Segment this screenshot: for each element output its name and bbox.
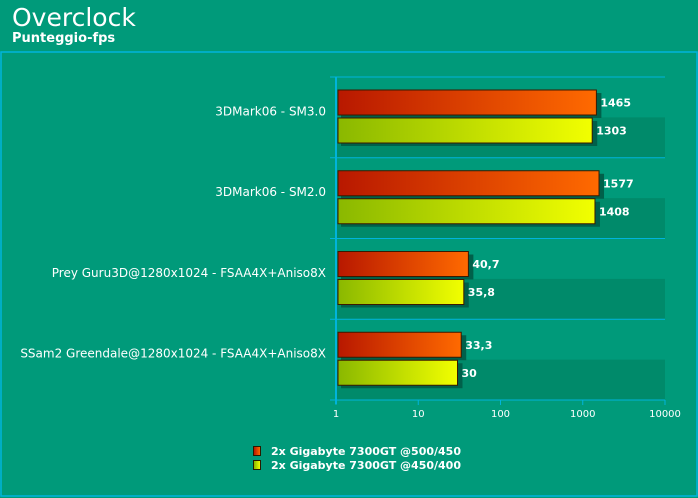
gridlines <box>330 76 665 401</box>
legend-swatch-series-2 <box>253 460 261 470</box>
legend-swatch-series-1 <box>253 446 261 456</box>
legend-label-series-1: 2x Gigabyte 7300GT @500/450 <box>271 444 461 458</box>
bar-series-1 <box>337 89 597 116</box>
x-axis: 1 10 100 1000 10000 <box>333 77 681 420</box>
bar-value-label: 40,7 <box>472 258 499 271</box>
bar-series-2 <box>337 198 596 225</box>
legend: 2x Gigabyte 7300GT @500/450 2x Gigabyte … <box>253 444 461 472</box>
x-tick-label: 100 <box>491 409 510 420</box>
legend-item-series-2: 2x Gigabyte 7300GT @450/400 <box>253 458 461 472</box>
bar-value-label: 1303 <box>596 125 627 138</box>
category-label: 3DMark06 - SM2.0 <box>215 185 326 199</box>
chart-title: Overclock <box>12 3 136 32</box>
category-label: SSam2 Greendale@1280x1024 - FSAA4X+Aniso… <box>20 347 326 361</box>
x-tick-label: 1 <box>333 409 339 420</box>
bar-series-2 <box>337 359 458 386</box>
bar-series-2 <box>337 279 465 305</box>
legend-item-series-1: 2x Gigabyte 7300GT @500/450 <box>253 444 461 458</box>
x-tick-label: 10 <box>412 409 425 420</box>
bar-series-1 <box>337 170 600 197</box>
bar-series-1 <box>337 331 462 358</box>
x-tick-label: 10000 <box>649 409 681 420</box>
bar-value-label: 33,3 <box>465 339 492 352</box>
category-labels: 3DMark06 - SM3.0 3DMark06 - SM2.0 Prey Gur… <box>20 104 326 360</box>
bar-value-label: 1408 <box>599 205 630 218</box>
bar-series-2 <box>337 117 593 144</box>
chart-header: Overclock Punteggio-fps <box>0 0 698 52</box>
bar-value-label: 1465 <box>600 97 631 110</box>
bars-group: 1465 1577 40,7 33,3 1303 1408 35,8 30 <box>337 89 634 389</box>
x-tick-label: 1000 <box>570 409 595 420</box>
chart-subtitle: Punteggio-fps <box>12 31 116 46</box>
bar-value-label: 30 <box>461 367 477 380</box>
bar-value-label: 1577 <box>603 177 634 190</box>
legend-label-series-2: 2x Gigabyte 7300GT @450/400 <box>271 458 461 472</box>
bar-series-1 <box>337 251 469 277</box>
chart-frame <box>0 51 698 497</box>
category-label: Prey Guru3D@1280x1024 - FSAA4X+Aniso8X <box>52 266 326 280</box>
bar-value-label: 35,8 <box>468 286 495 299</box>
category-label: 3DMark06 - SM3.0 <box>215 104 326 118</box>
